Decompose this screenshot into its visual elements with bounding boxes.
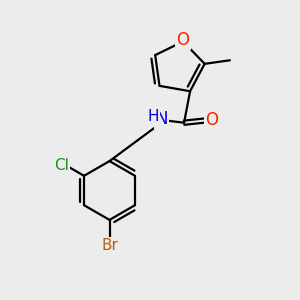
- Text: N: N: [155, 110, 168, 128]
- Text: H: H: [147, 109, 159, 124]
- Text: O: O: [206, 111, 218, 129]
- Text: Cl: Cl: [54, 158, 69, 173]
- Text: Br: Br: [101, 238, 118, 253]
- Text: O: O: [177, 31, 190, 49]
